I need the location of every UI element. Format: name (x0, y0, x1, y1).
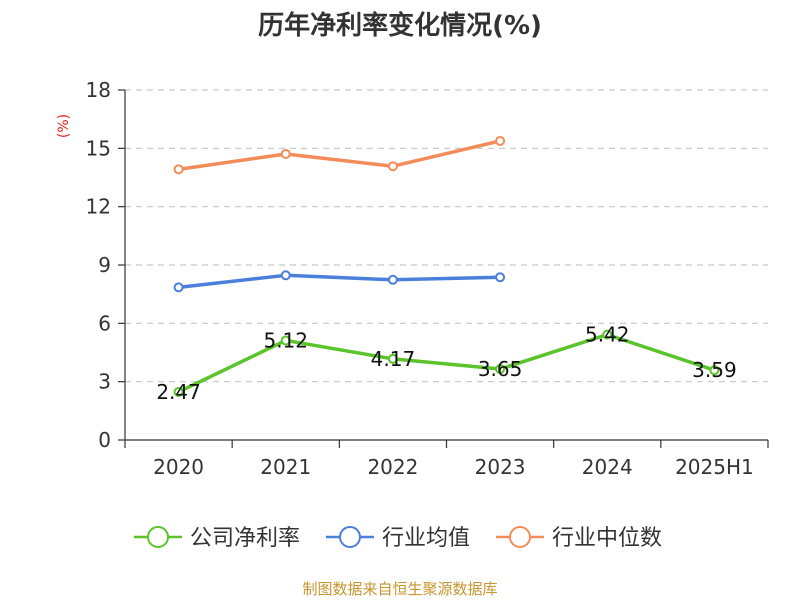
x-tick-label: 2020 (153, 455, 204, 479)
x-tick-label: 2021 (260, 455, 311, 479)
data-point (602, 329, 613, 340)
data-label: 4.17 (371, 347, 416, 371)
legend: 公司净利率 行业均值 行业中位数 (134, 526, 662, 551)
y-tick-label: 15 (86, 136, 111, 160)
data-point (173, 164, 184, 175)
data-label: 5.12 (263, 328, 308, 352)
data-label: 2.47 (156, 380, 201, 404)
legend-label: 公司净利率 (190, 526, 300, 551)
y-axis-unit: (%) (56, 114, 72, 138)
data-point (280, 335, 291, 346)
data-point (495, 272, 506, 283)
data-point (280, 270, 291, 281)
data-point (709, 365, 720, 376)
data-point (173, 386, 184, 397)
y-tick-label: 6 (98, 311, 111, 335)
series-lines (173, 135, 720, 397)
legend-label: 行业中位数 (552, 526, 662, 551)
x-tick-label: 2023 (475, 455, 526, 479)
data-point (387, 161, 398, 172)
data-label: 5.42 (585, 323, 630, 347)
x-tick-label: 2022 (367, 455, 418, 479)
y-tick-label: 12 (86, 195, 111, 219)
data-point (387, 274, 398, 285)
data-label: 3.65 (478, 357, 523, 381)
legend-item: 公司净利率 (134, 526, 300, 551)
data-label: 3.59 (692, 358, 737, 382)
y-tick-label: 18 (86, 78, 111, 102)
x-tick-label: 2025H1 (675, 455, 754, 479)
legend-marker (147, 526, 169, 548)
series-line (178, 273, 501, 290)
data-point (173, 282, 184, 293)
grid-lines (125, 89, 768, 383)
chart-title: 历年净利率变化情况(%) (258, 10, 542, 41)
axes (118, 89, 769, 448)
data-point (495, 364, 506, 375)
y-tick-label: 9 (98, 253, 111, 277)
data-point (280, 148, 291, 159)
y-tick-label: 0 (98, 428, 111, 452)
x-tick-labels: 2020 2021 2022 2023 2024 2025H1 (153, 455, 754, 479)
legend-label: 行业均值 (382, 526, 470, 551)
data-point (495, 135, 506, 146)
y-tick-label: 3 (98, 370, 111, 394)
data-point (387, 353, 398, 364)
source-note: 制图数据来自恒生聚源数据库 (302, 580, 497, 598)
legend-marker (509, 526, 531, 548)
legend-item: 行业均值 (326, 526, 470, 551)
legend-marker (339, 526, 361, 548)
data-labels: 2.47 5.12 4.17 3.65 5.42 3.59 (156, 323, 736, 404)
legend-item: 行业中位数 (496, 526, 662, 551)
x-tick-label: 2024 (582, 455, 633, 479)
y-tick-labels: 0 3 6 9 12 15 18 (86, 78, 111, 452)
series-line (178, 139, 501, 172)
series-line (177, 332, 715, 394)
